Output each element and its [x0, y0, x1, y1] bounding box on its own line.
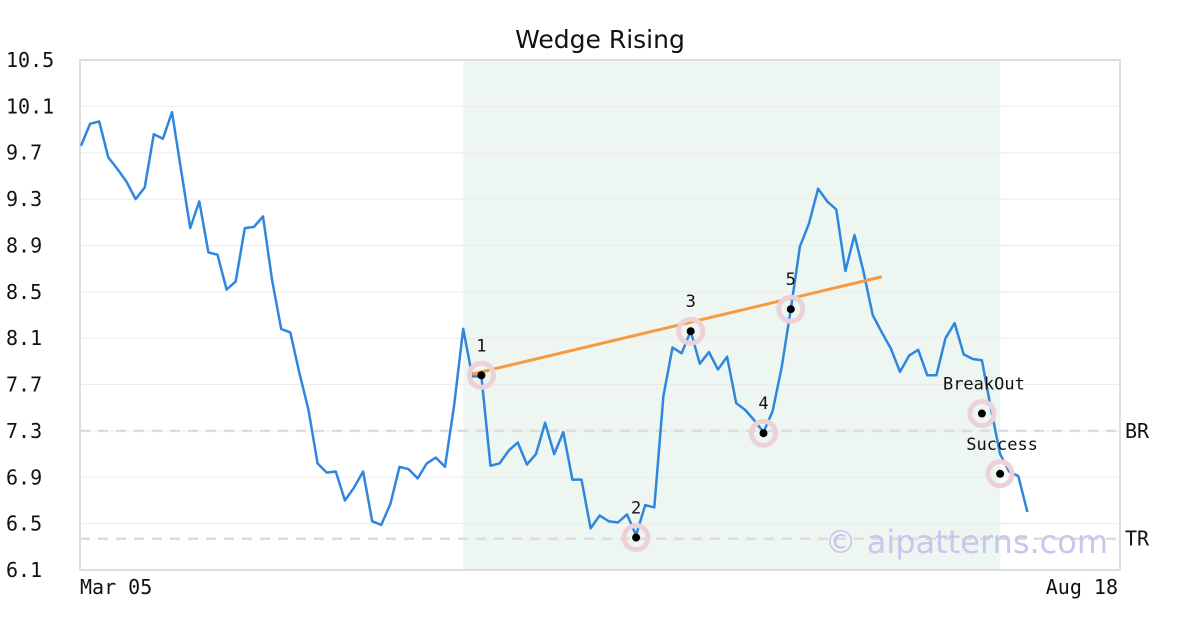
pattern-region — [463, 60, 1001, 570]
price-line — [79, 110, 1029, 537]
point-marker — [686, 327, 695, 336]
y-tick-label: 7.3 — [6, 419, 42, 443]
point-marker — [759, 429, 768, 438]
point-label: 5 — [786, 270, 796, 290]
y-tick-label: 10.5 — [6, 48, 54, 72]
level-lines: BR TR — [80, 419, 1150, 551]
grid-lines — [80, 105, 1120, 525]
point-halo — [621, 523, 651, 553]
point-label: 2 — [631, 499, 641, 519]
point-marker — [632, 533, 641, 542]
x-tick-start: Mar 05 — [80, 575, 152, 599]
point-halo — [967, 399, 997, 429]
y-tick-label: 6.1 — [6, 558, 42, 582]
wedge-trendline — [471, 275, 883, 376]
point-label: BreakOut — [943, 375, 1025, 395]
point-label: 4 — [758, 394, 768, 414]
chart-title: Wedge Rising — [515, 25, 685, 54]
y-axis-ticks: 10.5 10.1 9.7 9.3 8.9 8.5 8.1 7.7 7.3 6.9 6.5 6.1 — [6, 48, 54, 582]
point-halo — [676, 316, 706, 346]
y-tick-label: 8.1 — [6, 326, 42, 350]
point-halo — [985, 459, 1015, 489]
y-tick-label: 9.7 — [6, 141, 42, 165]
y-tick-label: 8.5 — [6, 280, 42, 304]
point-halo — [776, 294, 806, 324]
point-marker — [977, 409, 986, 418]
level-label: BR — [1125, 419, 1150, 443]
y-tick-label: 6.5 — [6, 512, 42, 536]
point-label: 1 — [476, 336, 486, 356]
point-halo — [466, 360, 496, 390]
point-label: 3 — [686, 292, 696, 312]
point-halo — [749, 418, 778, 448]
point-label: Success — [966, 435, 1038, 455]
y-tick-label: 10.1 — [6, 94, 54, 118]
y-tick-label: 8.9 — [6, 233, 42, 257]
level-label: TR — [1125, 527, 1150, 551]
y-tick-label: 6.9 — [6, 465, 42, 489]
pattern-points: 1 2 3 4 5 BreakOut Success — [466, 270, 1038, 553]
watermark: © aipatterns.com — [825, 523, 1108, 561]
y-tick-label: 7.7 — [6, 373, 42, 397]
point-marker — [477, 371, 486, 380]
plot-frame — [79, 59, 1121, 571]
point-marker — [996, 469, 1005, 478]
x-tick-end: Aug 18 — [1046, 575, 1118, 599]
point-marker — [786, 305, 795, 314]
y-tick-label: 9.3 — [6, 187, 42, 211]
